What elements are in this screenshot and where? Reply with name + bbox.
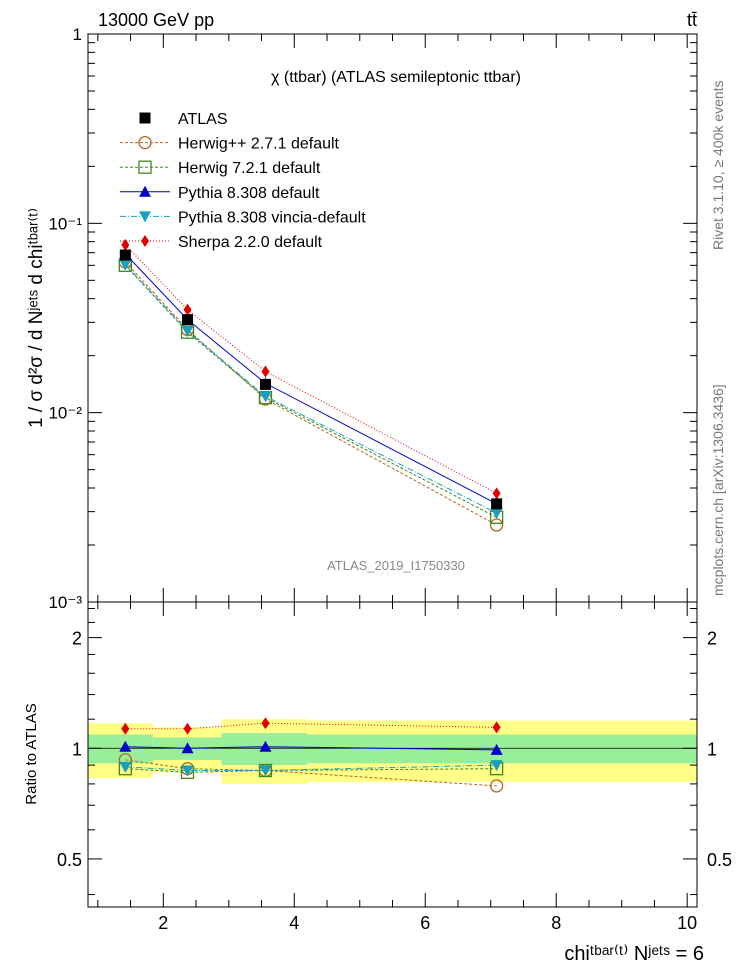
x-axis-label: chiᵗᵇᵃʳ⁽ᵗ⁾ Nʲᵉᵗˢ = 6 xyxy=(564,943,704,965)
legend-label: Pythia 8.308 default xyxy=(178,185,320,202)
ratio-y-tick-label: 2 xyxy=(72,629,82,649)
ratio-y-tick-label-right: 2 xyxy=(707,629,717,649)
process-label: tt̄ xyxy=(687,10,697,30)
legend-marker xyxy=(139,185,151,197)
atlas-data-point xyxy=(119,249,131,261)
series-4-point xyxy=(492,487,501,500)
series-2-ratio-point xyxy=(119,740,132,752)
series-4-ratio-line xyxy=(125,722,497,730)
atlas-data-point xyxy=(182,314,194,326)
series-4-ratio-point xyxy=(261,717,270,730)
x-tick-label: 8 xyxy=(551,913,561,933)
main-axis-ticks xyxy=(88,33,697,603)
series-3-point xyxy=(119,259,132,271)
series-3-point xyxy=(490,508,503,520)
ratio-frame xyxy=(87,601,698,908)
series-4-point xyxy=(121,238,130,251)
chart-title: χ (ttbar) (ATLAS semileptonic ttbar) xyxy=(271,69,521,86)
y-tick-label: 10⁻¹ xyxy=(48,214,82,233)
series-3-ratio-point xyxy=(181,765,194,777)
series-3-line xyxy=(124,264,497,514)
atlas-data-point xyxy=(259,378,271,390)
rivet-label: Rivet 3.1.10, ≥ 400k events xyxy=(710,80,726,250)
series-3-ratio-point xyxy=(119,761,132,773)
main-y-tick-labels: 10⁻³ 10⁻² 10⁻¹ 1 xyxy=(48,25,82,612)
series-0-point xyxy=(489,518,504,532)
main-series xyxy=(118,238,504,532)
series-2-ratio-point xyxy=(259,740,272,752)
atlas-data-point xyxy=(491,498,503,510)
series-3-point xyxy=(259,391,272,403)
series-4-ratio-point xyxy=(121,722,130,735)
legend-marker xyxy=(139,211,151,223)
ratio-y-tick-label-right: 0.5 xyxy=(707,850,732,870)
ratio-y-tick-label: 0.5 xyxy=(57,850,82,870)
series-1-ratio-line xyxy=(125,768,497,773)
legend-marker xyxy=(138,160,152,174)
stat-uncertainty-band xyxy=(88,734,153,764)
x-tick-label: 2 xyxy=(158,913,168,933)
mcplots-label: mcplots.cern.ch [arXiv:1306.3436] xyxy=(710,384,726,596)
series-4-line xyxy=(124,244,497,494)
ratio-y-tick-label: 1 xyxy=(72,739,82,759)
series-2-ratio-point xyxy=(490,743,503,755)
series-2-ratio-point xyxy=(181,742,194,754)
legend-entry: Herwig 7.2.1 default xyxy=(120,160,321,177)
main-panel: 10⁻³ 10⁻² 10⁻¹ 1 χ (ttbar) (ATLAS semilepto… xyxy=(26,25,698,612)
stat-uncertainty-band xyxy=(307,734,697,764)
y-axis-label: 1 / σ d²σ / d Nʲᵉᵗˢ d chiᵗᵇᵃʳ⁽ᵗ⁾ xyxy=(26,208,47,428)
legend-label: Sherpa 2.2.0 default xyxy=(178,234,323,251)
series-0-ratio-line xyxy=(125,759,497,787)
series-4-point xyxy=(183,303,192,316)
legend-label: ATLAS xyxy=(178,111,228,128)
series-3-ratio-point xyxy=(490,760,503,772)
y-tick-label: 1 xyxy=(73,25,82,44)
series-0-ratio-point xyxy=(489,779,504,793)
series-2-ratio-line xyxy=(125,746,497,751)
series-1-line xyxy=(124,264,497,518)
legend-label: Herwig++ 2.7.1 default xyxy=(178,136,340,153)
ratio-axis-ticks xyxy=(88,602,697,907)
x-tick-label: 6 xyxy=(420,913,430,933)
series-4-point xyxy=(261,365,270,378)
series-3-ratio-point xyxy=(259,765,272,777)
series-3-ratio-line xyxy=(125,764,497,772)
series-2-line xyxy=(124,253,497,505)
ratio-panel: 0.5 0.5 1 1 2 2 2 4 6 8 10 Ratio to ATLAS chiᵗᵇᵃʳ… xyxy=(23,601,732,965)
ratio-y-tick-labels: 0.5 0.5 1 1 2 2 xyxy=(57,629,732,870)
analysis-label: ATLAS_2019_I1750330 xyxy=(327,558,465,573)
x-tick-label: 4 xyxy=(289,913,299,933)
legend-entry: Herwig++ 2.7.1 default xyxy=(120,136,340,153)
ratio-y-tick-label-right: 1 xyxy=(707,739,717,759)
ratio-series xyxy=(118,717,504,793)
y-tick-label: 10⁻³ xyxy=(48,593,82,612)
x-tick-labels: 2 4 6 8 10 xyxy=(158,913,697,933)
legend-entry: Pythia 8.308 default xyxy=(120,185,320,202)
ratio-uncertainty-bands xyxy=(88,719,697,784)
legend-marker xyxy=(138,135,152,150)
series-3-point xyxy=(181,325,194,337)
series-4-ratio-point xyxy=(492,721,501,734)
x-tick-label: 10 xyxy=(677,913,697,933)
legend-marker xyxy=(139,112,151,124)
legend: ATLAS Herwig++ 2.7.1 default Herwig 7.2.1 … xyxy=(120,111,366,251)
series-4-ratio-point xyxy=(183,722,192,735)
ratio-y-axis-label: Ratio to ATLAS xyxy=(23,703,40,804)
legend-marker xyxy=(141,235,149,247)
legend-entry: Pythia 8.308 vincia-default xyxy=(120,209,366,226)
legend-label: Herwig 7.2.1 default xyxy=(178,160,321,177)
legend-label: Pythia 8.308 vincia-default xyxy=(178,209,366,226)
energy-label: 13000 GeV pp xyxy=(98,10,214,30)
y-tick-label: 10⁻² xyxy=(48,404,82,423)
legend-entry: ATLAS xyxy=(139,111,228,128)
series-0-line xyxy=(124,261,497,526)
legend-entry: Sherpa 2.2.0 default xyxy=(120,234,323,251)
